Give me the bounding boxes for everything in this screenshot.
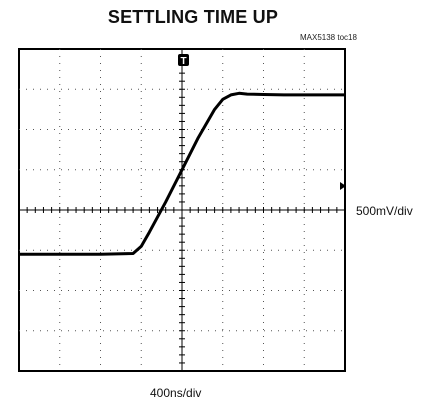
signal-trace — [19, 91, 345, 256]
figure-id: MAX5138 toc18 — [300, 33, 357, 42]
oscilloscope-plot: T — [18, 48, 346, 372]
trigger-marker: T — [178, 54, 189, 67]
horizontal-scale-label: 400ns/div — [150, 386, 202, 400]
center-axes — [18, 48, 346, 372]
ground-level-arrow — [340, 182, 346, 190]
trigger-label: T — [180, 56, 186, 67]
chart-title: SETTLING TIME UP — [107, 7, 279, 27]
vertical-scale-label: 500mV/div — [356, 204, 413, 218]
